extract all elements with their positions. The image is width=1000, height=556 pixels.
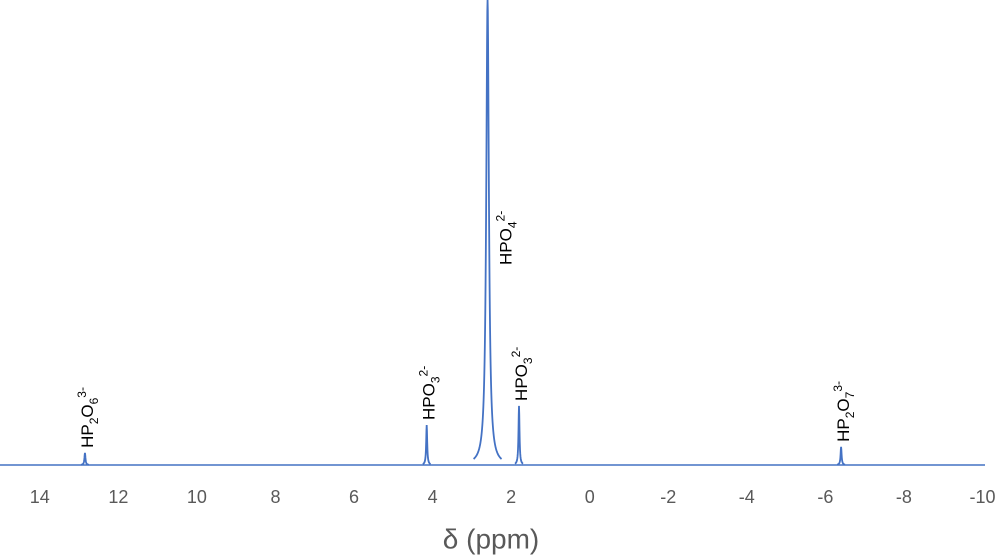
x-tick-label: -6 — [817, 487, 833, 507]
x-tick-label: -10 — [969, 487, 995, 507]
peak-label-part: 4 — [506, 221, 520, 228]
peak-label-part: 3- — [75, 387, 89, 398]
peak-label: HP2O63- — [75, 387, 101, 448]
peak-label-part: HP — [78, 424, 97, 448]
peak-label-part: 2 — [843, 411, 857, 418]
x-tick-label: 0 — [585, 487, 595, 507]
peak-label-part: 3 — [429, 376, 443, 383]
peak-label: HPO32- — [509, 347, 535, 401]
x-tick-label: 14 — [30, 487, 50, 507]
x-tick-label: 8 — [270, 487, 280, 507]
peak-label-part: 3 — [521, 357, 535, 364]
peak-label-part: 2 — [87, 417, 101, 424]
peak-label-part: HPO — [497, 228, 516, 265]
peak-label-part: 2- — [417, 366, 431, 377]
peak — [422, 424, 432, 465]
x-tick-label: -4 — [739, 487, 755, 507]
x-tick-label: 4 — [428, 487, 438, 507]
x-tick-label: -2 — [660, 487, 676, 507]
peak-label-part: 3- — [831, 381, 845, 392]
peak-label-part: HPO — [512, 364, 531, 401]
peak — [514, 405, 524, 465]
peak-label-part: O — [834, 398, 853, 411]
peak-label: HP2O73- — [831, 381, 857, 442]
peak-label-part: O — [78, 404, 97, 417]
peak — [80, 452, 90, 466]
peak — [472, 0, 503, 460]
x-tick-label: 12 — [108, 487, 128, 507]
peak-label-part: HP — [834, 418, 853, 442]
peak-label: HPO42- — [494, 211, 520, 265]
x-tick-label: 10 — [187, 487, 207, 507]
x-tick-label: 6 — [349, 487, 359, 507]
peak-label: HPO32- — [417, 366, 443, 420]
peak-label-part: 2- — [494, 211, 508, 222]
peak-label-part: 2- — [509, 347, 523, 358]
peak-label-part: HPO — [420, 383, 439, 420]
peak-label-part: 7 — [843, 391, 857, 398]
peak — [836, 446, 846, 466]
x-axis-title: δ (ppm) — [443, 523, 539, 554]
x-tick-label: 2 — [506, 487, 516, 507]
x-tick-label: -8 — [896, 487, 912, 507]
peak-label-part: 6 — [87, 397, 101, 404]
